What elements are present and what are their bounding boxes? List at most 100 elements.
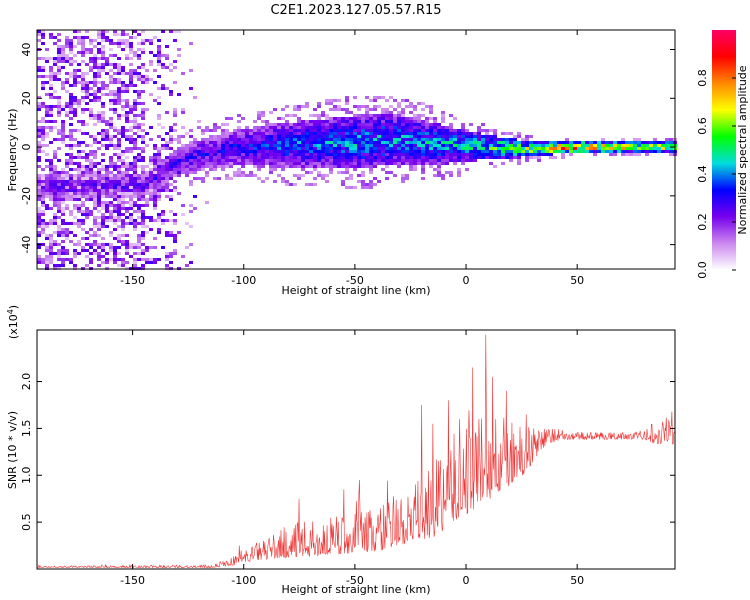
spectrogram-cell xyxy=(297,159,301,162)
spectrogram-cell xyxy=(145,192,149,195)
spectrogram-cell xyxy=(117,42,121,45)
spectrogram-cell xyxy=(101,243,105,246)
spectrogram-cell xyxy=(449,174,453,177)
spectrogram-cell xyxy=(117,192,121,195)
spectrogram-cell xyxy=(425,141,429,144)
spectrogram-x-tick-label: -100 xyxy=(231,274,256,287)
spectrogram-cell xyxy=(117,87,121,90)
spectrogram-cell xyxy=(613,150,617,153)
spectrogram-cell xyxy=(533,144,537,147)
spectrogram-cell xyxy=(469,123,473,126)
spectrogram-cell xyxy=(517,132,521,135)
spectrogram-cell xyxy=(345,99,349,102)
spectrogram-cell xyxy=(169,165,173,168)
spectrogram-cell xyxy=(121,72,125,75)
spectrogram-cell xyxy=(249,144,253,147)
spectrogram-cell xyxy=(77,174,81,177)
colorbar-gradient xyxy=(712,30,736,270)
spectrogram-cell xyxy=(177,165,181,168)
spectrogram-cell xyxy=(61,120,65,123)
spectrogram-cell xyxy=(261,156,265,159)
spectrogram-cell xyxy=(421,114,425,117)
spectrogram-cell xyxy=(665,147,669,150)
spectrogram-cell xyxy=(197,126,201,129)
spectrogram-cell xyxy=(173,219,177,222)
spectrogram-cell xyxy=(133,138,137,141)
spectrogram-cell xyxy=(441,159,445,162)
spectrogram-cell xyxy=(641,144,645,147)
spectrogram-cell xyxy=(229,177,233,180)
spectrogram-cell xyxy=(373,177,377,180)
spectrogram-cell xyxy=(117,102,121,105)
spectrogram-cell xyxy=(101,93,105,96)
spectrogram-cell xyxy=(341,150,345,153)
spectrogram-cell xyxy=(49,234,53,237)
spectrogram-cell xyxy=(265,120,269,123)
spectrogram-cell xyxy=(113,42,117,45)
spectrogram-cell xyxy=(381,126,385,129)
spectrogram-cell xyxy=(157,54,161,57)
spectrogram-cell xyxy=(537,141,541,144)
spectrogram-cell xyxy=(437,174,441,177)
spectrogram-cell xyxy=(41,120,45,123)
spectrogram-cell xyxy=(433,144,437,147)
spectrogram-cell xyxy=(41,126,45,129)
spectrogram-cell xyxy=(309,153,313,156)
spectrogram-cell xyxy=(61,87,65,90)
spectrogram-cell xyxy=(437,129,441,132)
spectrogram-cell xyxy=(297,138,301,141)
spectrogram-cell xyxy=(205,165,209,168)
spectrogram-cell xyxy=(49,162,53,165)
spectrogram-cell xyxy=(477,132,481,135)
spectrogram-cell xyxy=(601,150,605,153)
spectrogram-cell xyxy=(453,129,457,132)
spectrogram-cell xyxy=(561,141,565,144)
spectrogram-cell xyxy=(141,222,145,225)
spectrogram-cell xyxy=(37,219,41,222)
spectrogram-cell xyxy=(529,156,533,159)
spectrogram-cell xyxy=(61,180,65,183)
spectrogram-cell xyxy=(261,141,265,144)
spectrogram-cell xyxy=(469,135,473,138)
spectrogram-cell xyxy=(137,186,141,189)
spectrogram-cell xyxy=(629,150,633,153)
spectrogram-cell xyxy=(89,99,93,102)
spectrogram-cell xyxy=(621,144,625,147)
spectrogram-cell xyxy=(237,132,241,135)
spectrogram-cell xyxy=(93,249,97,252)
spectrogram-cell xyxy=(377,132,381,135)
spectrogram-cell xyxy=(301,156,305,159)
spectrogram-cell xyxy=(49,195,53,198)
spectrogram-cell xyxy=(253,153,257,156)
spectrogram-cell xyxy=(73,216,77,219)
spectrogram-cell xyxy=(205,159,209,162)
spectrogram-cell xyxy=(105,147,109,150)
spectrogram-cell xyxy=(165,111,169,114)
spectrogram-cell xyxy=(321,126,325,129)
spectrogram-cell xyxy=(129,69,133,72)
spectrogram-cell xyxy=(117,39,121,42)
spectrogram-cell xyxy=(173,114,177,117)
spectrogram-cell xyxy=(365,162,369,165)
spectrogram-cell xyxy=(525,147,529,150)
spectrogram-cell xyxy=(161,144,165,147)
spectrogram-cell xyxy=(253,156,257,159)
spectrogram-cell xyxy=(509,159,513,162)
spectrogram-cell xyxy=(377,144,381,147)
spectrogram-cell xyxy=(353,153,357,156)
spectrogram-cell xyxy=(161,147,165,150)
spectrogram-cell xyxy=(333,120,337,123)
spectrogram-cell xyxy=(645,144,649,147)
spectrogram-cell xyxy=(45,204,49,207)
spectrogram-cell xyxy=(445,156,449,159)
spectrogram-cell xyxy=(105,189,109,192)
spectrogram-cell xyxy=(325,132,329,135)
spectrogram-cell xyxy=(105,165,109,168)
spectrogram-cell xyxy=(281,141,285,144)
spectrogram-cell xyxy=(565,147,569,150)
spectrogram-cell xyxy=(265,159,269,162)
spectrogram-cell xyxy=(245,159,249,162)
spectrogram-cell xyxy=(657,150,661,153)
spectrogram-cell xyxy=(145,78,149,81)
spectrogram-cell xyxy=(633,147,637,150)
